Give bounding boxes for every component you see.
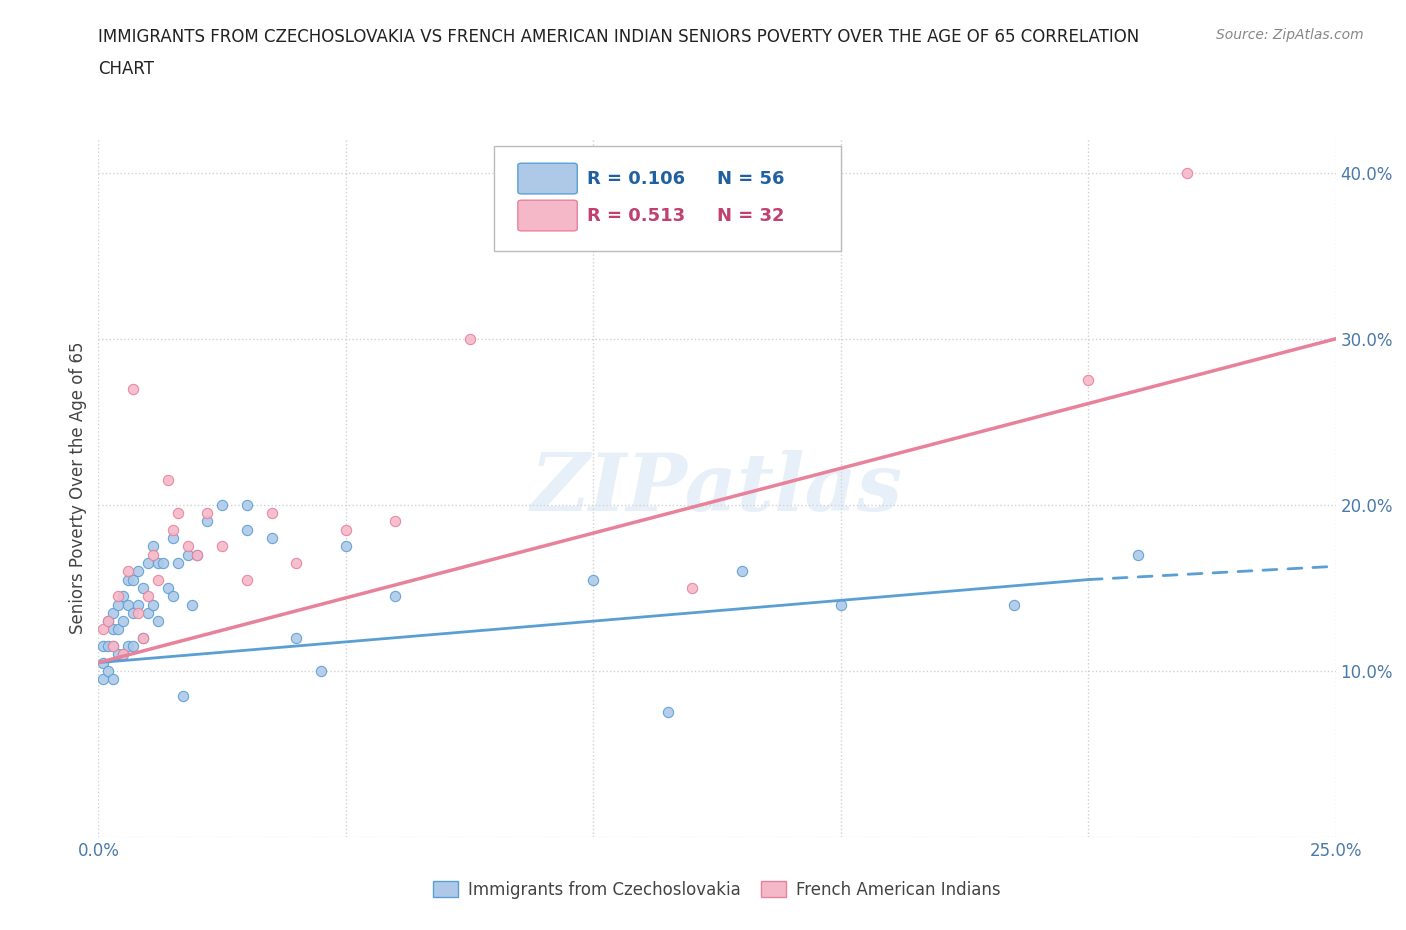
Point <box>122 605 145 620</box>
Point <box>162 523 184 538</box>
Point <box>142 539 165 554</box>
Point <box>236 572 259 587</box>
Point <box>127 597 149 612</box>
Text: Source: ZipAtlas.com: Source: ZipAtlas.com <box>1216 28 1364 42</box>
Point <box>146 614 169 629</box>
Point <box>132 631 155 645</box>
Point <box>127 605 149 620</box>
Point <box>236 498 259 512</box>
Point <box>236 523 259 538</box>
Point <box>122 381 145 396</box>
Point <box>122 639 145 654</box>
Text: N = 56: N = 56 <box>717 170 785 188</box>
Point <box>1077 373 1099 388</box>
Point <box>309 663 332 678</box>
Point <box>117 597 139 612</box>
Point <box>166 506 188 521</box>
Point <box>93 671 115 686</box>
FancyBboxPatch shape <box>495 147 841 251</box>
Point <box>211 498 233 512</box>
Point <box>136 555 159 570</box>
Point <box>1126 547 1149 562</box>
Text: N = 32: N = 32 <box>717 207 785 225</box>
Point <box>122 572 145 587</box>
Point <box>132 580 155 595</box>
Point <box>681 580 703 595</box>
Point <box>112 589 135 604</box>
Point <box>335 523 357 538</box>
Point <box>103 639 125 654</box>
Point <box>93 622 115 637</box>
Point <box>458 331 481 346</box>
Point <box>731 564 754 578</box>
Point <box>117 572 139 587</box>
Point <box>136 589 159 604</box>
Point <box>107 647 129 662</box>
Text: ZIPatlas: ZIPatlas <box>531 449 903 527</box>
Point <box>103 671 125 686</box>
Point <box>112 614 135 629</box>
Point <box>830 597 852 612</box>
Point <box>260 506 283 521</box>
Point <box>156 580 179 595</box>
Text: R = 0.106: R = 0.106 <box>588 170 685 188</box>
Point <box>117 564 139 578</box>
Point <box>93 655 115 670</box>
Point <box>172 688 194 703</box>
Point <box>107 622 129 637</box>
Point <box>146 572 169 587</box>
Point <box>107 589 129 604</box>
Point <box>152 555 174 570</box>
Legend: Immigrants from Czechoslovakia, French American Indians: Immigrants from Czechoslovakia, French A… <box>426 874 1008 906</box>
Point <box>103 605 125 620</box>
Point <box>195 514 218 529</box>
Point <box>112 647 135 662</box>
Point <box>285 555 308 570</box>
Point <box>146 555 169 570</box>
Point <box>181 597 204 612</box>
Point <box>162 531 184 546</box>
Point <box>211 539 233 554</box>
Point <box>335 539 357 554</box>
Point <box>132 631 155 645</box>
Point <box>97 639 120 654</box>
Point <box>260 531 283 546</box>
Point <box>166 555 188 570</box>
Point <box>103 622 125 637</box>
Point <box>1002 597 1025 612</box>
Text: IMMIGRANTS FROM CZECHOSLOVAKIA VS FRENCH AMERICAN INDIAN SENIORS POVERTY OVER TH: IMMIGRANTS FROM CZECHOSLOVAKIA VS FRENCH… <box>98 28 1140 46</box>
Point <box>176 547 198 562</box>
Point <box>93 639 115 654</box>
Point <box>103 639 125 654</box>
Point <box>186 547 208 562</box>
Point <box>107 597 129 612</box>
Point <box>186 547 208 562</box>
Point <box>142 597 165 612</box>
Point <box>97 663 120 678</box>
Point <box>117 639 139 654</box>
Point <box>142 547 165 562</box>
Text: R = 0.513: R = 0.513 <box>588 207 685 225</box>
Point <box>127 564 149 578</box>
Point <box>285 631 308 645</box>
Point <box>97 614 120 629</box>
Point <box>582 572 605 587</box>
Point <box>156 472 179 487</box>
Point <box>97 614 120 629</box>
FancyBboxPatch shape <box>517 200 578 231</box>
Point <box>112 647 135 662</box>
Point <box>195 506 218 521</box>
FancyBboxPatch shape <box>517 164 578 194</box>
Y-axis label: Seniors Poverty Over the Age of 65: Seniors Poverty Over the Age of 65 <box>69 342 87 634</box>
Text: CHART: CHART <box>98 60 155 78</box>
Point <box>136 605 159 620</box>
Point <box>384 589 406 604</box>
Point <box>1175 166 1198 180</box>
Point <box>176 539 198 554</box>
Point <box>162 589 184 604</box>
Point <box>657 705 679 720</box>
Point <box>384 514 406 529</box>
